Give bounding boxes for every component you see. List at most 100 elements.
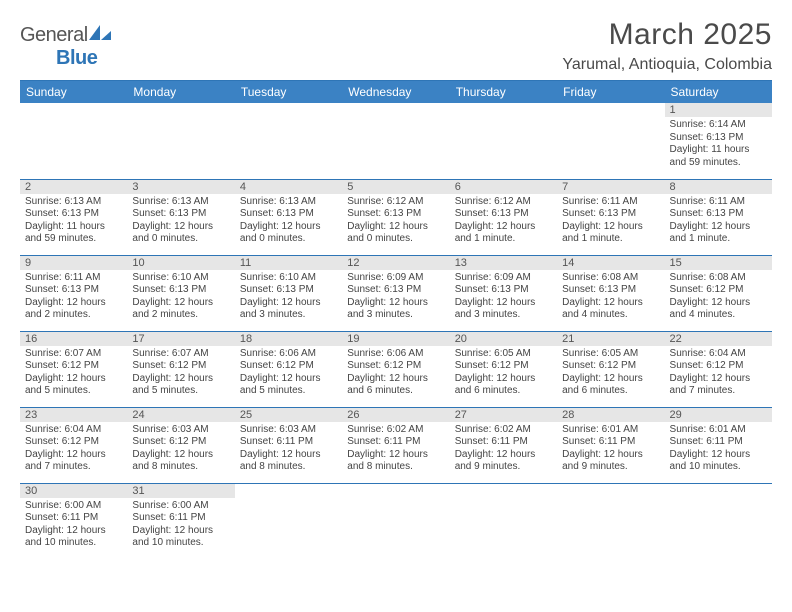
day-details: Sunrise: 6:08 AMSunset: 6:12 PMDaylight:… (665, 270, 772, 325)
calendar-cell (557, 483, 664, 559)
sunset: Sunset: 6:13 PM (562, 208, 659, 221)
daylight: Daylight: 12 hours and 10 minutes. (25, 525, 122, 550)
daylight: Daylight: 12 hours and 2 minutes. (25, 297, 122, 322)
day-details: Sunrise: 6:07 AMSunset: 6:12 PMDaylight:… (20, 346, 127, 401)
calendar-cell: 18Sunrise: 6:06 AMSunset: 6:12 PMDayligh… (235, 331, 342, 407)
calendar-cell: 4Sunrise: 6:13 AMSunset: 6:13 PMDaylight… (235, 179, 342, 255)
calendar-row: 1Sunrise: 6:14 AMSunset: 6:13 PMDaylight… (20, 103, 772, 179)
sunset: Sunset: 6:13 PM (25, 284, 122, 297)
sunset: Sunset: 6:13 PM (132, 208, 229, 221)
day-number: 4 (235, 180, 342, 194)
calendar-cell (342, 483, 449, 559)
calendar-cell: 30Sunrise: 6:00 AMSunset: 6:11 PMDayligh… (20, 483, 127, 559)
day-details: Sunrise: 6:13 AMSunset: 6:13 PMDaylight:… (20, 194, 127, 249)
day-details: Sunrise: 6:00 AMSunset: 6:11 PMDaylight:… (20, 498, 127, 553)
sunrise: Sunrise: 6:00 AM (132, 500, 229, 513)
daylight: Daylight: 12 hours and 6 minutes. (562, 373, 659, 398)
sunset: Sunset: 6:11 PM (25, 512, 122, 525)
calendar-cell: 17Sunrise: 6:07 AMSunset: 6:12 PMDayligh… (127, 331, 234, 407)
daylight: Daylight: 12 hours and 7 minutes. (25, 449, 122, 474)
daylight: Daylight: 12 hours and 1 minute. (455, 221, 552, 246)
calendar-cell: 27Sunrise: 6:02 AMSunset: 6:11 PMDayligh… (450, 407, 557, 483)
sunrise: Sunrise: 6:07 AM (25, 348, 122, 361)
sunrise: Sunrise: 6:02 AM (347, 424, 444, 437)
calendar-cell (665, 483, 772, 559)
sunrise: Sunrise: 6:01 AM (562, 424, 659, 437)
daylight: Daylight: 12 hours and 4 minutes. (562, 297, 659, 322)
calendar-header-row: SundayMondayTuesdayWednesdayThursdayFrid… (20, 81, 772, 104)
calendar-cell: 28Sunrise: 6:01 AMSunset: 6:11 PMDayligh… (557, 407, 664, 483)
day-number: 10 (127, 256, 234, 270)
sunrise: Sunrise: 6:13 AM (25, 196, 122, 209)
calendar-row: 30Sunrise: 6:00 AMSunset: 6:11 PMDayligh… (20, 483, 772, 559)
sunset: Sunset: 6:12 PM (132, 436, 229, 449)
sunrise: Sunrise: 6:05 AM (562, 348, 659, 361)
sunset: Sunset: 6:11 PM (132, 512, 229, 525)
calendar-body: 1Sunrise: 6:14 AMSunset: 6:13 PMDaylight… (20, 103, 772, 559)
daylight: Daylight: 12 hours and 10 minutes. (132, 525, 229, 550)
calendar-cell: 10Sunrise: 6:10 AMSunset: 6:13 PMDayligh… (127, 255, 234, 331)
sunset: Sunset: 6:13 PM (347, 208, 444, 221)
sunset: Sunset: 6:12 PM (132, 360, 229, 373)
month-title: March 2025 (562, 18, 772, 52)
calendar-cell (127, 103, 234, 179)
calendar-cell (342, 103, 449, 179)
day-number: 20 (450, 332, 557, 346)
daylight: Daylight: 12 hours and 0 minutes. (132, 221, 229, 246)
sunset: Sunset: 6:12 PM (347, 360, 444, 373)
day-details: Sunrise: 6:03 AMSunset: 6:12 PMDaylight:… (127, 422, 234, 477)
day-details: Sunrise: 6:05 AMSunset: 6:12 PMDaylight:… (557, 346, 664, 401)
sunset: Sunset: 6:12 PM (25, 436, 122, 449)
calendar-cell: 26Sunrise: 6:02 AMSunset: 6:11 PMDayligh… (342, 407, 449, 483)
calendar-cell: 22Sunrise: 6:04 AMSunset: 6:12 PMDayligh… (665, 331, 772, 407)
day-details: Sunrise: 6:01 AMSunset: 6:11 PMDaylight:… (665, 422, 772, 477)
calendar-row: 9Sunrise: 6:11 AMSunset: 6:13 PMDaylight… (20, 255, 772, 331)
daylight: Daylight: 11 hours and 59 minutes. (25, 221, 122, 246)
sunset: Sunset: 6:13 PM (455, 284, 552, 297)
sunrise: Sunrise: 6:11 AM (670, 196, 767, 209)
calendar-cell: 5Sunrise: 6:12 AMSunset: 6:13 PMDaylight… (342, 179, 449, 255)
calendar-cell: 14Sunrise: 6:08 AMSunset: 6:13 PMDayligh… (557, 255, 664, 331)
sunset: Sunset: 6:13 PM (240, 208, 337, 221)
sunset: Sunset: 6:11 PM (455, 436, 552, 449)
day-details: Sunrise: 6:01 AMSunset: 6:11 PMDaylight:… (557, 422, 664, 477)
calendar-table: SundayMondayTuesdayWednesdayThursdayFrid… (20, 80, 772, 559)
sunset: Sunset: 6:13 PM (132, 284, 229, 297)
sunset: Sunset: 6:12 PM (455, 360, 552, 373)
day-number: 12 (342, 256, 449, 270)
day-details: Sunrise: 6:07 AMSunset: 6:12 PMDaylight:… (127, 346, 234, 401)
logo-general: General (20, 24, 88, 46)
calendar-cell (235, 103, 342, 179)
logo-blue: Blue (56, 47, 97, 69)
logo-text: General Blue (20, 24, 111, 70)
daylight: Daylight: 12 hours and 4 minutes. (670, 297, 767, 322)
day-number: 28 (557, 408, 664, 422)
sunrise: Sunrise: 6:02 AM (455, 424, 552, 437)
sunset: Sunset: 6:11 PM (347, 436, 444, 449)
daylight: Daylight: 12 hours and 7 minutes. (670, 373, 767, 398)
calendar-cell: 23 Sunrise: 6:04 AMSunset: 6:12 PMDayligh… (20, 407, 127, 483)
day-details: Sunrise: 6:11 AMSunset: 6:13 PMDaylight:… (20, 270, 127, 325)
sunset: Sunset: 6:11 PM (670, 436, 767, 449)
calendar-cell: 16Sunrise: 6:07 AMSunset: 6:12 PMDayligh… (20, 331, 127, 407)
sunset: Sunset: 6:13 PM (240, 284, 337, 297)
day-number: 9 (20, 256, 127, 270)
calendar-cell: 19Sunrise: 6:06 AMSunset: 6:12 PMDayligh… (342, 331, 449, 407)
sunrise: Sunrise: 6:08 AM (670, 272, 767, 285)
sunrise: Sunrise: 6:04 AM (25, 424, 122, 437)
sunrise: Sunrise: 6:03 AM (240, 424, 337, 437)
daylight: Daylight: 12 hours and 5 minutes. (240, 373, 337, 398)
sunrise: Sunrise: 6:07 AM (132, 348, 229, 361)
sunset: Sunset: 6:12 PM (25, 360, 122, 373)
sunrise: Sunrise: 6:09 AM (455, 272, 552, 285)
sunrise: Sunrise: 6:00 AM (25, 500, 122, 513)
day-number: 17 (127, 332, 234, 346)
day-header: Thursday (450, 81, 557, 104)
day-details: Sunrise: 6:10 AMSunset: 6:13 PMDaylight:… (235, 270, 342, 325)
day-number: 23 (20, 408, 127, 422)
daylight: Daylight: 12 hours and 0 minutes. (240, 221, 337, 246)
daylight: Daylight: 12 hours and 8 minutes. (347, 449, 444, 474)
sunrise: Sunrise: 6:06 AM (347, 348, 444, 361)
daylight: Daylight: 12 hours and 5 minutes. (25, 373, 122, 398)
daylight: Daylight: 12 hours and 8 minutes. (132, 449, 229, 474)
